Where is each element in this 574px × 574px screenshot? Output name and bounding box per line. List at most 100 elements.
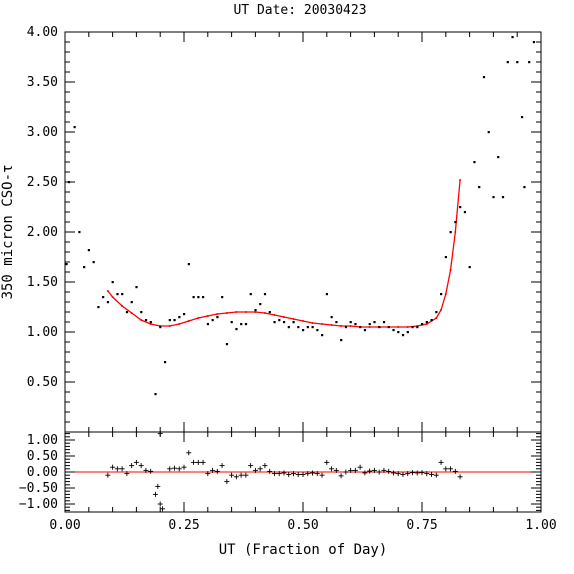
data-point bbox=[92, 261, 95, 264]
residual-point bbox=[314, 471, 320, 477]
data-point bbox=[397, 331, 400, 334]
data-point bbox=[311, 326, 314, 329]
x-tick-label: 0.75 bbox=[406, 518, 437, 533]
residual-point bbox=[419, 470, 425, 476]
residual-point bbox=[400, 472, 406, 478]
data-point bbox=[430, 319, 433, 322]
residual-point bbox=[367, 468, 373, 474]
residual-point bbox=[262, 463, 268, 469]
bottom-y-tick-label: 0.00 bbox=[27, 465, 58, 480]
residual-point bbox=[357, 464, 363, 470]
residual-point bbox=[276, 471, 282, 477]
data-point bbox=[473, 161, 476, 164]
residual-point bbox=[329, 466, 335, 472]
data-point bbox=[65, 263, 68, 266]
residual-point bbox=[324, 459, 330, 465]
fit-point bbox=[435, 317, 438, 319]
data-point bbox=[368, 323, 371, 326]
residual-point bbox=[405, 471, 411, 477]
residual-point bbox=[138, 463, 144, 469]
data-point bbox=[230, 321, 233, 324]
data-point bbox=[392, 329, 395, 332]
data-point bbox=[478, 186, 481, 189]
data-point bbox=[440, 293, 443, 296]
data-point bbox=[321, 334, 324, 337]
fit-point bbox=[263, 312, 266, 314]
data-point bbox=[497, 156, 500, 159]
data-point bbox=[511, 36, 514, 39]
data-point bbox=[454, 221, 457, 224]
residual-point bbox=[243, 472, 249, 478]
residual-point bbox=[457, 474, 463, 480]
residual-point bbox=[191, 459, 197, 465]
fit-point bbox=[111, 296, 114, 298]
data-point bbox=[116, 293, 119, 296]
data-point bbox=[378, 326, 381, 329]
residual-point bbox=[409, 470, 415, 476]
residual-point bbox=[224, 479, 230, 485]
residual-point bbox=[186, 450, 192, 456]
data-point bbox=[363, 329, 367, 332]
data-point bbox=[532, 41, 536, 44]
residual-point bbox=[271, 471, 277, 477]
data-point bbox=[206, 323, 209, 326]
data-point bbox=[354, 323, 357, 326]
residual-point bbox=[352, 467, 358, 473]
data-point bbox=[340, 339, 343, 342]
bottom-y-tick-label: −0.50 bbox=[19, 481, 58, 496]
residual-point bbox=[176, 466, 182, 472]
top-y-tick-label: 3.00 bbox=[27, 125, 58, 140]
data-point bbox=[125, 311, 129, 314]
top-y-tick-label: 1.00 bbox=[27, 325, 58, 340]
top-y-tick-label: 2.50 bbox=[27, 175, 58, 190]
data-point bbox=[406, 331, 409, 334]
data-point bbox=[173, 319, 176, 322]
fit-point bbox=[282, 316, 285, 318]
data-point bbox=[135, 286, 138, 289]
fit-point bbox=[225, 312, 228, 314]
x-axis-title: UT (Fraction of Day) bbox=[219, 542, 388, 558]
data-point bbox=[435, 311, 438, 314]
y-axis-title: 350 micron CSO-τ bbox=[0, 165, 16, 300]
data-point bbox=[78, 231, 81, 234]
top-y-axis bbox=[65, 31, 541, 433]
fit-point bbox=[273, 314, 276, 316]
data-point bbox=[163, 361, 167, 364]
residual-point bbox=[295, 472, 301, 478]
fit-curve bbox=[107, 179, 461, 328]
data-point bbox=[359, 326, 362, 329]
residual-point bbox=[124, 471, 130, 477]
bottom-y-tick-label: 0.50 bbox=[27, 449, 58, 464]
residual-point bbox=[390, 470, 396, 476]
residual-point bbox=[443, 466, 449, 472]
residual-point bbox=[414, 470, 420, 476]
fit-point bbox=[244, 311, 247, 313]
data-point bbox=[516, 61, 519, 64]
data-point bbox=[140, 311, 143, 314]
residual-point bbox=[114, 466, 120, 472]
data-point bbox=[282, 321, 286, 324]
data-point bbox=[487, 131, 490, 134]
fit-point bbox=[440, 309, 443, 311]
data-point bbox=[144, 319, 148, 322]
data-point bbox=[468, 266, 471, 269]
top-y-tick-label: 2.00 bbox=[27, 225, 58, 240]
data-point bbox=[159, 326, 162, 329]
fit-point bbox=[140, 319, 143, 321]
top-data-points bbox=[65, 36, 536, 396]
data-point bbox=[444, 256, 447, 259]
residual-point bbox=[448, 466, 454, 472]
residual-point bbox=[395, 471, 401, 477]
data-point bbox=[192, 296, 195, 299]
top-y-tick-label: 0.50 bbox=[27, 375, 58, 390]
residual-point bbox=[386, 468, 392, 474]
residual-point bbox=[333, 467, 339, 473]
data-point bbox=[254, 309, 257, 312]
data-point bbox=[225, 343, 229, 346]
data-point bbox=[87, 249, 90, 252]
top-panel: 0.50 1.00 1.50 2.00 2.50 3.00 3.50 4.00 350 mic… bbox=[0, 25, 542, 433]
data-point bbox=[263, 293, 267, 296]
data-point bbox=[183, 313, 186, 316]
top-y-tick-label: 4.00 bbox=[27, 25, 58, 40]
residual-point bbox=[310, 470, 316, 476]
